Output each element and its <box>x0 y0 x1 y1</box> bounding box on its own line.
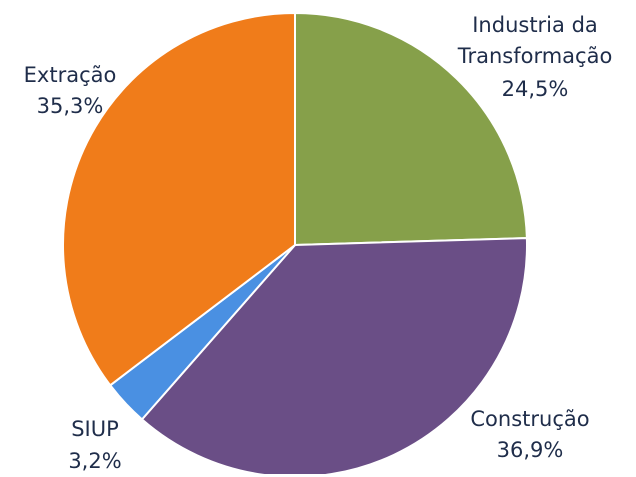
pie-slice <box>140 237 528 474</box>
value-label: 24,5% <box>501 77 569 101</box>
category-label: SIUP <box>71 417 119 441</box>
value-label: 36,9% <box>496 438 564 462</box>
value-label: 35,3% <box>36 94 104 118</box>
pie-slice <box>294 11 528 247</box>
category-label: Extração <box>23 63 117 87</box>
pie-slice <box>62 11 296 387</box>
category-label: Construção <box>470 407 590 431</box>
value-label: 3,2% <box>68 449 122 473</box>
category-label: Industria da Transformação <box>457 13 613 68</box>
